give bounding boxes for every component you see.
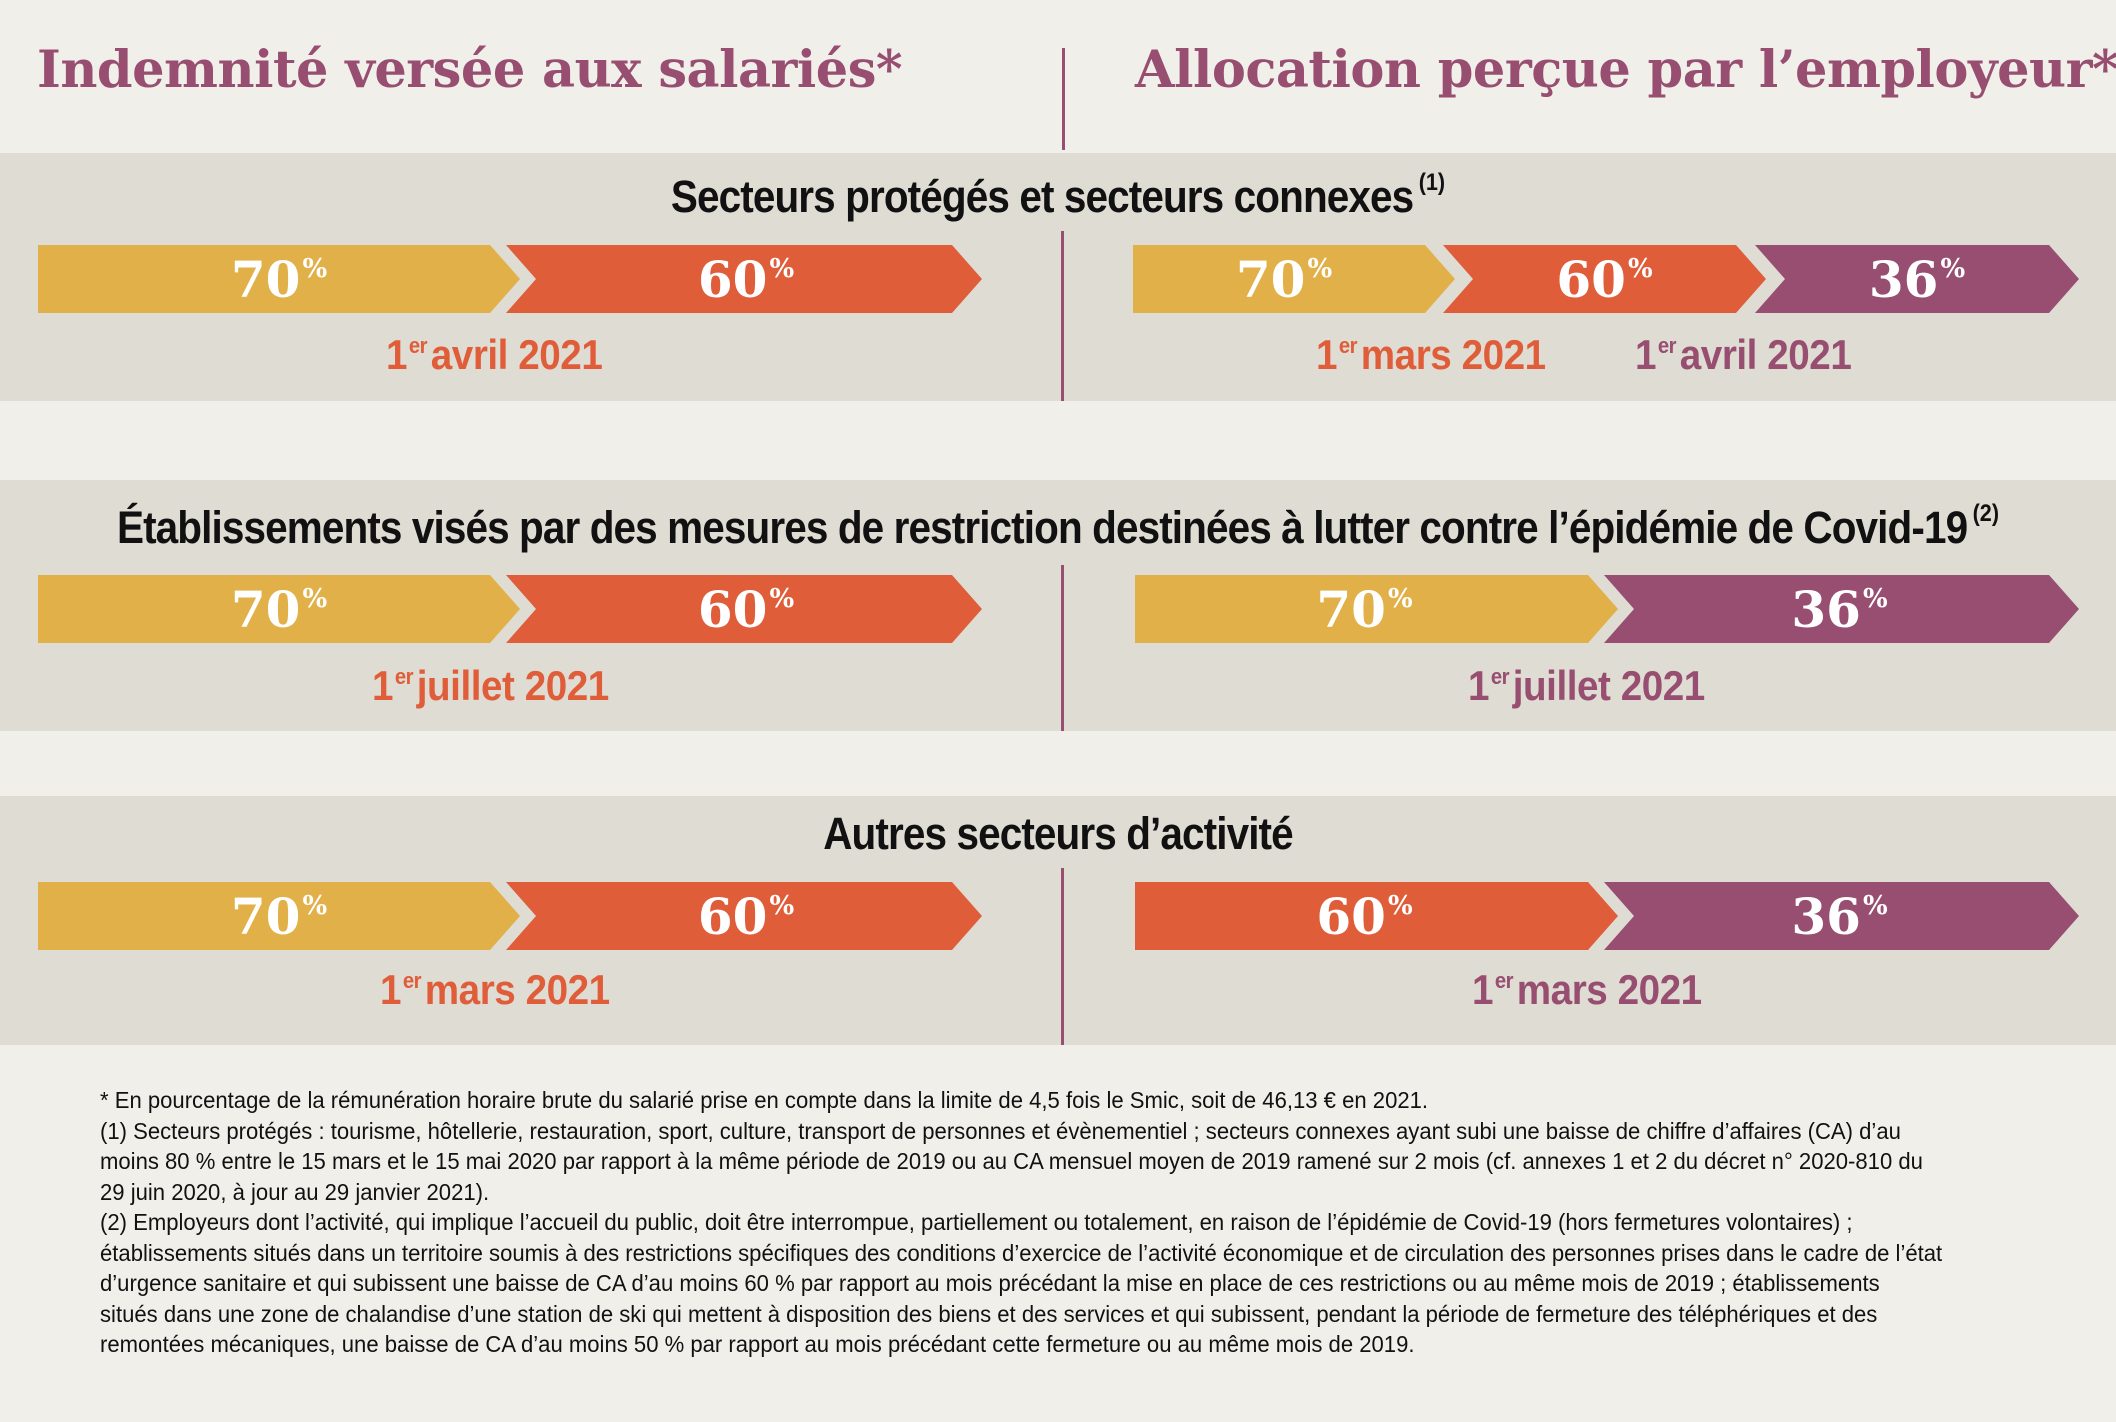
header-divider bbox=[1062, 48, 1065, 150]
section-title: Autres secteurs d’activité bbox=[823, 808, 1293, 859]
header-left: Indemnité versée aux salariés* bbox=[37, 40, 903, 100]
arrow-left-2: 60% bbox=[506, 245, 982, 313]
arrow-right-1: 70% bbox=[1133, 245, 1455, 313]
date-right-2: 1eravril 2021 bbox=[1635, 331, 1852, 378]
arrow-right-1: 70% bbox=[1135, 575, 1618, 643]
footnote-general: * En pourcentage de la rémunération hora… bbox=[100, 1087, 1429, 1113]
note-ref: (1) bbox=[1418, 169, 1446, 196]
date-left-1: 1erjuillet 2021 bbox=[372, 662, 609, 709]
section-title: Établissements visés par des mesures de … bbox=[116, 500, 2000, 553]
note-ref: (2) bbox=[1972, 500, 2000, 527]
footnotes: * En pourcentage de la rémunération hora… bbox=[100, 1085, 1943, 1360]
date-left-1: 1ermars 2021 bbox=[380, 966, 610, 1013]
arrow-right-1: 60% bbox=[1135, 882, 1618, 950]
date-right-1: 1erjuillet 2021 bbox=[1468, 662, 1705, 709]
arrow-right-2: 36% bbox=[1604, 575, 2079, 643]
header-right: Allocation perçue par l’employeur* bbox=[1135, 40, 2116, 100]
arrow-left-2: 60% bbox=[506, 575, 982, 643]
date-right-1: 1ermars 2021 bbox=[1316, 331, 1546, 378]
arrow-left-2: 60% bbox=[506, 882, 982, 950]
arrow-left-1: 70% bbox=[38, 575, 520, 643]
arrow-right-3: 36% bbox=[1755, 245, 2079, 313]
arrow-right-2: 36% bbox=[1604, 882, 2079, 950]
arrow-left-1: 70% bbox=[38, 245, 520, 313]
arrow-right-2: 60% bbox=[1443, 245, 1766, 313]
section-divider bbox=[1061, 868, 1064, 1045]
date-left-1: 1eravril 2021 bbox=[386, 331, 603, 378]
arrow-left-1: 70% bbox=[38, 882, 520, 950]
section-divider bbox=[1061, 565, 1064, 731]
footnote-2: (2) Employeurs dont l’activité, qui impl… bbox=[100, 1209, 1943, 1357]
section-restricted-establishments: Établissements visés par des mesures de … bbox=[0, 480, 2116, 731]
footnote-1: (1) Secteurs protégés : tourisme, hôtell… bbox=[100, 1117, 1923, 1205]
section-protected-sectors: Secteurs protégés et secteurs connexes (1… bbox=[0, 153, 2116, 401]
section-divider bbox=[1061, 231, 1064, 401]
section-title: Secteurs protégés et secteurs connexes (1… bbox=[670, 169, 1446, 222]
date-right-1: 1ermars 2021 bbox=[1472, 966, 1702, 1013]
section-other-sectors: Autres secteurs d’activité 70% 60% 1erma… bbox=[0, 796, 2116, 1045]
